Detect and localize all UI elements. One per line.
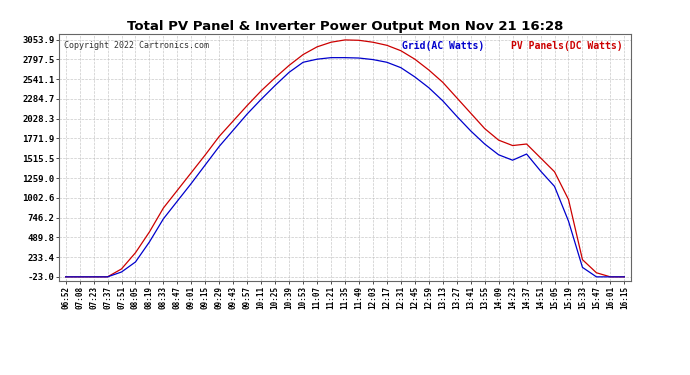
Text: PV Panels(DC Watts): PV Panels(DC Watts) [511, 41, 622, 51]
Text: Grid(AC Watts): Grid(AC Watts) [402, 41, 484, 51]
Title: Total PV Panel & Inverter Power Output Mon Nov 21 16:28: Total PV Panel & Inverter Power Output M… [127, 20, 563, 33]
Text: Copyright 2022 Cartronics.com: Copyright 2022 Cartronics.com [64, 41, 209, 50]
